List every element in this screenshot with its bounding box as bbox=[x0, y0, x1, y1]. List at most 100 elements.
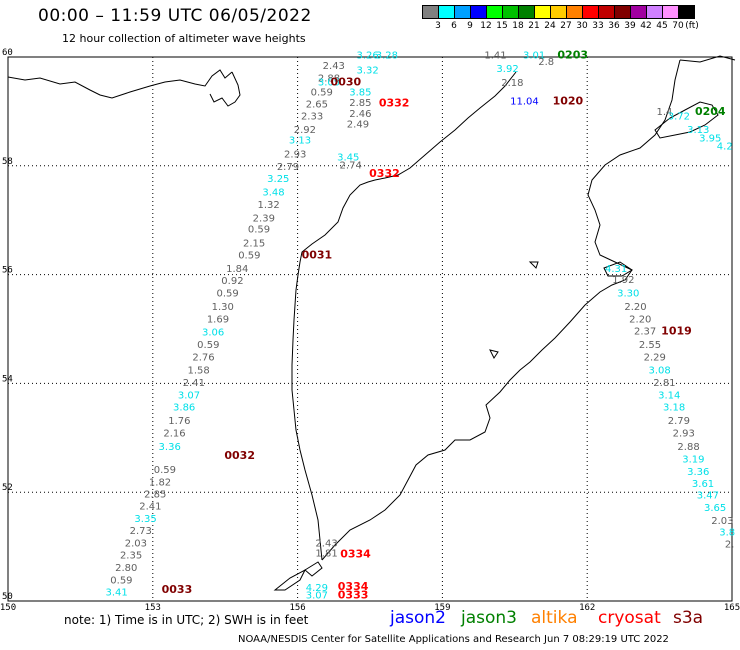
wave-height-value: 2.41 bbox=[139, 502, 161, 513]
wave-height-value: 2.74 bbox=[340, 161, 362, 172]
wave-height-value: 3.07 bbox=[306, 590, 328, 601]
wave-height-value: 2.16 bbox=[163, 429, 185, 440]
legend-label: 18 bbox=[512, 21, 524, 31]
wave-height-value: 0.59 bbox=[238, 250, 260, 261]
wave-height-value: 0.59 bbox=[154, 465, 176, 476]
wave-height-value: 3.72 bbox=[668, 112, 690, 123]
wave-height-value: 2.18 bbox=[501, 78, 523, 89]
map-subtitle: 12 hour collection of altimeter wave hei… bbox=[62, 32, 306, 45]
wave-height-value: 3.85 bbox=[349, 88, 371, 99]
mission-name: altika bbox=[531, 608, 578, 628]
pass-time-labels: 0030 0332 0203 1020 0204 0332 0031 1019 0032 0334… bbox=[162, 49, 726, 602]
pass-time-label: 0332 bbox=[379, 97, 410, 110]
wave-height-values: 3.263.282.43 3.322.883.050.59 3.852.65 2.85… bbox=[105, 51, 735, 602]
wave-height-value: 2.80 bbox=[115, 563, 137, 574]
lon-tick-label: 159 bbox=[434, 603, 450, 613]
small-island-2 bbox=[489, 349, 499, 359]
legend-label: 9 bbox=[467, 21, 473, 31]
wave-height-value: 3.13 bbox=[289, 135, 311, 146]
wave-height-value: 2.92 bbox=[294, 125, 316, 136]
northeast-coast bbox=[679, 55, 736, 63]
wave-height-value: 1.84 bbox=[226, 264, 248, 275]
legend-label: 21 bbox=[528, 21, 540, 31]
kamchatka-west-coast bbox=[291, 71, 517, 561]
mission-name: jason3 bbox=[461, 608, 517, 628]
wave-height-value: 3.32 bbox=[356, 65, 378, 76]
wave-height-value: 3.65 bbox=[704, 503, 726, 514]
wave-height-value: 2.43 bbox=[323, 61, 345, 72]
lat-tick-label: 54 bbox=[2, 374, 13, 384]
pass-time-label: 1020 bbox=[553, 94, 584, 107]
wave-height-value: 4.2 bbox=[717, 141, 733, 152]
legend-label: 39 bbox=[624, 21, 636, 31]
wave-height-value: 4.29 bbox=[306, 583, 328, 594]
wave-height-value: 2.33 bbox=[301, 112, 323, 123]
wave-height-value: 2.76 bbox=[192, 353, 214, 364]
axis-tick-labels: 150 153 156 159 162 165 60 58 56 54 52 50 bbox=[0, 48, 740, 613]
kuril-island bbox=[273, 568, 307, 591]
north-peninsula bbox=[209, 71, 241, 107]
mission-name: jason2 bbox=[390, 608, 446, 628]
legend-label: 27 bbox=[560, 21, 572, 31]
wave-height-value: 2.73 bbox=[130, 526, 152, 537]
wave-height-value: 0.59 bbox=[216, 288, 238, 299]
wave-height-value: 2.15 bbox=[243, 238, 265, 249]
wave-height-value: 3.14 bbox=[658, 391, 680, 402]
wave-height-value: 11.04 bbox=[510, 96, 539, 107]
wave-height-value: 0.59 bbox=[110, 576, 132, 587]
wave-height-value: 3.13 bbox=[687, 125, 709, 136]
wave-height-value: 3.07 bbox=[178, 391, 200, 402]
wave-height-value: 2.46 bbox=[349, 109, 371, 120]
pass-time-label: 1019 bbox=[661, 324, 692, 337]
wave-height-value: 2.37 bbox=[634, 326, 656, 337]
legend-label: 45 bbox=[656, 21, 668, 31]
wave-height-value: 3.95 bbox=[699, 133, 721, 144]
wave-height-value: 3.86 bbox=[173, 403, 195, 414]
mission-name: s3a bbox=[673, 608, 704, 628]
wave-height-value: 3.35 bbox=[134, 514, 156, 525]
wave-height-value: 3.19 bbox=[682, 454, 704, 465]
legend-swatch bbox=[678, 5, 695, 19]
wave-height-value: 3.26 bbox=[356, 51, 378, 62]
lon-tick-label: 156 bbox=[289, 603, 305, 613]
wave-height-value: 1.32 bbox=[258, 200, 280, 211]
wave-height-value: 3.28 bbox=[376, 51, 398, 62]
wave-height-value: 1.76 bbox=[168, 416, 190, 427]
wave-height-value: 3.08 bbox=[648, 366, 670, 377]
wave-height-value: 2.81 bbox=[653, 378, 675, 389]
karaginsky-island bbox=[654, 101, 719, 139]
wave-height-value: 2.43 bbox=[315, 539, 337, 550]
map-title: 00:00 – 11:59 UTC 06/05/2022 bbox=[38, 6, 312, 26]
color-legend: 3 6 9 12 15 18 21 24 27 30 33 36 39 42 45 70 (ft) bbox=[422, 5, 699, 31]
wave-height-value: 2.49 bbox=[347, 120, 369, 131]
pass-time-label: 0332 bbox=[369, 167, 400, 180]
legend-swatches bbox=[422, 5, 695, 19]
lat-tick-label: 56 bbox=[2, 266, 13, 276]
coastline bbox=[7, 55, 736, 591]
wave-height-value: 2.88 bbox=[318, 73, 340, 84]
legend-label: 30 bbox=[576, 21, 588, 31]
legend-label: 3 bbox=[435, 21, 441, 31]
wave-height-value: 3.05 bbox=[318, 77, 340, 88]
wave-height-value: 2.65 bbox=[306, 100, 328, 111]
wave-height-value: 3.30 bbox=[617, 288, 639, 299]
lat-tick-label: 58 bbox=[2, 157, 13, 167]
pass-time-label: 0031 bbox=[302, 248, 333, 261]
kamchatka-east-coast bbox=[321, 59, 681, 561]
wave-height-value: 4.31 bbox=[605, 264, 627, 275]
wave-height-value: 2.88 bbox=[677, 442, 699, 453]
wave-height-value: 2.93 bbox=[673, 429, 695, 440]
legend-label: 33 bbox=[592, 21, 604, 31]
wave-height-value: 1.30 bbox=[212, 302, 234, 313]
legend-labels: 3 6 9 12 15 18 21 24 27 30 33 36 39 42 45 70 (ft) bbox=[422, 19, 699, 31]
mission-name: cryosat bbox=[598, 608, 661, 628]
legend-label: 70 bbox=[672, 21, 684, 31]
wave-height-value: 3.25 bbox=[267, 174, 289, 185]
footnote: note: 1) Time is in UTC; 2) SWH is in fe… bbox=[64, 613, 309, 627]
wave-height-value: 0.59 bbox=[248, 225, 270, 236]
wave-height-value: 1.81 bbox=[315, 548, 337, 559]
wave-height-value: 1.92 bbox=[612, 275, 634, 286]
wave-height-value: 1.41 bbox=[484, 51, 506, 62]
wave-height-value: 2.79 bbox=[668, 416, 690, 427]
wave-height-value: 3.47 bbox=[697, 491, 719, 502]
